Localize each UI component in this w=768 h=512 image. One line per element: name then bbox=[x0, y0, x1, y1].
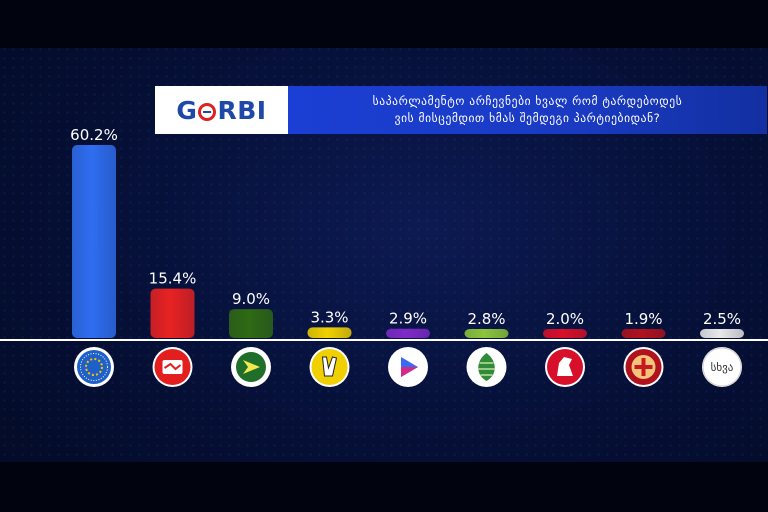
poll-banner: G RBI საპარლამენტო არჩევნები ხვალ რომ ტარ… bbox=[155, 86, 767, 134]
value-label-9: 2.5% bbox=[703, 310, 741, 328]
gorbi-logo: G RBI bbox=[155, 86, 288, 134]
bar-9 bbox=[700, 329, 744, 338]
top-letterbox bbox=[0, 0, 768, 48]
gorbi-logo-text: G RBI bbox=[176, 95, 267, 125]
question-line-1: საპარლამენტო არჩევნები ხვალ რომ ტარდებოდ… bbox=[372, 94, 683, 108]
bar-1 bbox=[72, 145, 116, 338]
lion-icon bbox=[545, 347, 585, 387]
question-line-2: ვის მისცემდით ხმას შემდეგი პარტიებიდან? bbox=[394, 111, 661, 125]
other-label: სხვა bbox=[711, 361, 734, 374]
value-label-4: 3.3% bbox=[310, 308, 348, 326]
pinecone-icon bbox=[466, 347, 507, 387]
value-label-5: 2.9% bbox=[389, 310, 427, 328]
value-label-8: 1.9% bbox=[624, 310, 662, 328]
bar-8 bbox=[621, 329, 666, 338]
globe-icon bbox=[198, 102, 217, 121]
bar-4 bbox=[307, 327, 352, 338]
bar-5 bbox=[386, 328, 430, 338]
stars-circle-icon bbox=[74, 347, 114, 387]
poll-question: საპარლამენტო არჩევნები ხვალ რომ ტარდებოდ… bbox=[288, 86, 767, 134]
other-text-icon: სხვა bbox=[702, 347, 742, 387]
value-label-2: 15.4% bbox=[149, 270, 197, 288]
value-label-1: 60.2% bbox=[70, 126, 118, 144]
value-label-3: 9.0% bbox=[232, 290, 270, 308]
bar-6 bbox=[464, 329, 509, 338]
bottom-letterbox bbox=[0, 462, 768, 512]
value-label-7: 2.0% bbox=[546, 310, 584, 328]
bar-2 bbox=[150, 288, 195, 338]
bar-3 bbox=[229, 309, 273, 338]
flag-emblem-icon bbox=[623, 347, 664, 387]
victory-hand-icon bbox=[309, 347, 350, 387]
bar-7 bbox=[543, 329, 587, 338]
value-label-6: 2.8% bbox=[467, 310, 505, 328]
play-triangle-icon bbox=[388, 347, 428, 387]
handshake-icon bbox=[152, 347, 193, 387]
arrow-badge-icon bbox=[231, 347, 271, 387]
